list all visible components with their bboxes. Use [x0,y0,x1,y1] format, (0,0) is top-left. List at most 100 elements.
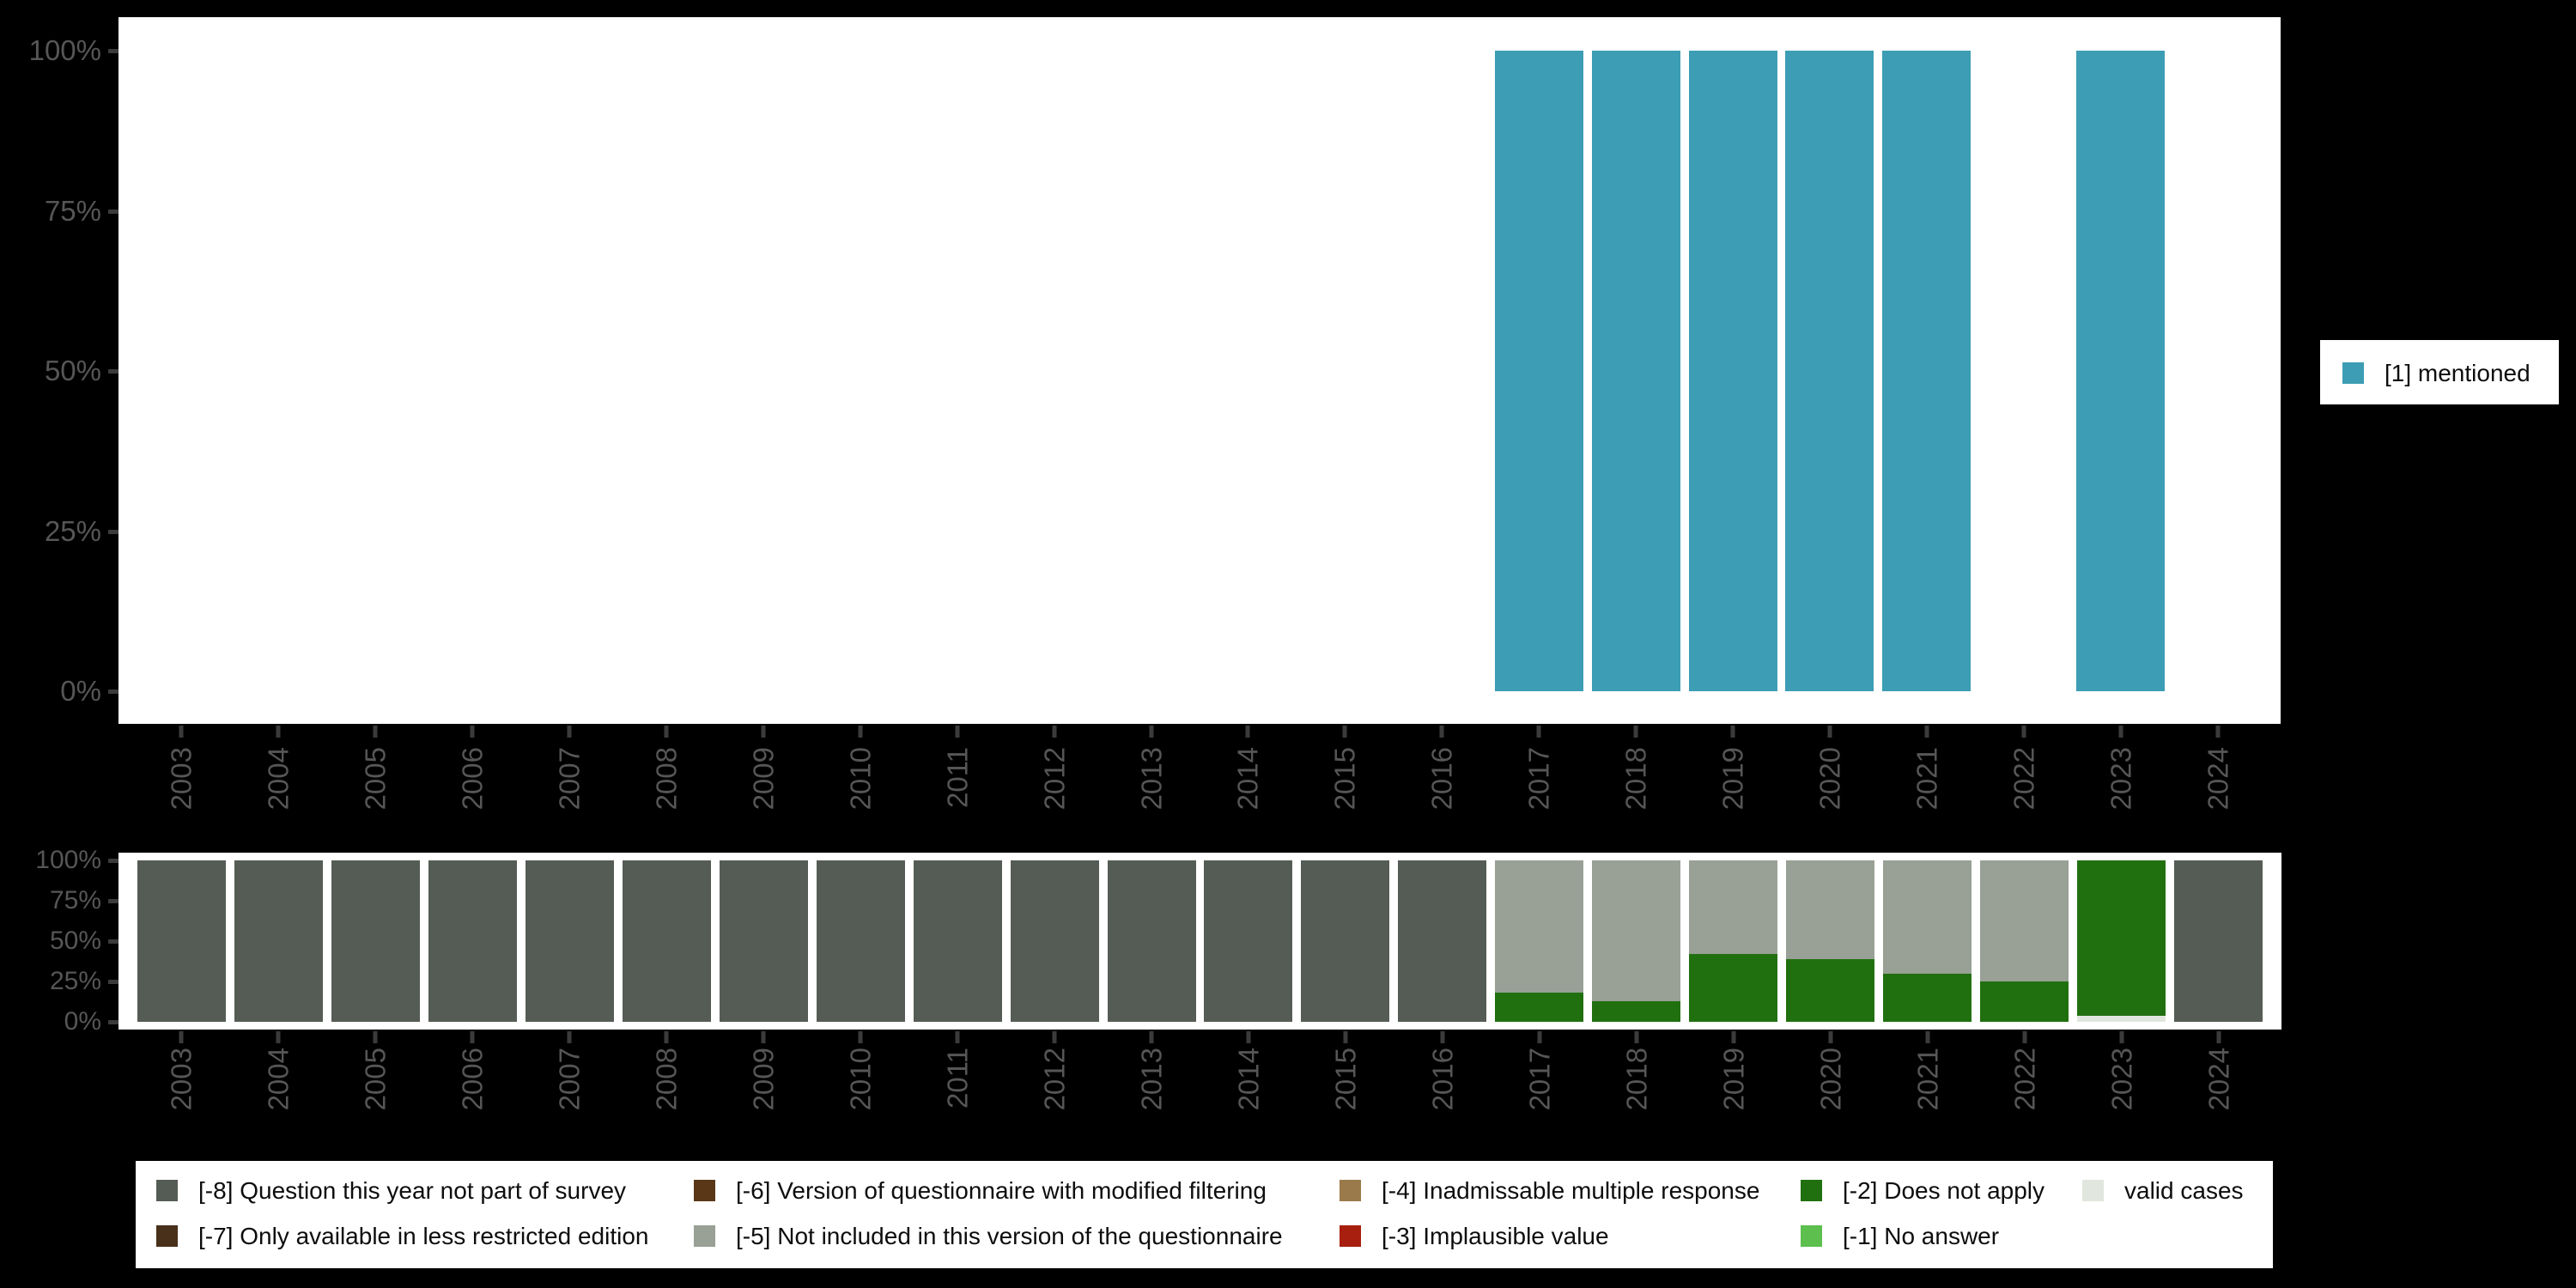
x-axis-tick [1149,726,1154,738]
legend-bottom: [-8] Question this year not part of surv… [136,1161,2273,1268]
legend-bottom-item: [-3] Implausible value [1340,1222,1609,1249]
bar-segment [1010,860,1099,1022]
bar-segment [331,860,420,1022]
x-tick-label: 2019 [1717,1048,1750,1111]
bar-segment [913,860,1002,1022]
x-axis-tick [470,1031,475,1043]
legend-swatch [2082,1180,2104,1201]
x-tick-label: 2018 [1619,747,1652,811]
x-tick-label: 2017 [1522,747,1555,811]
legend-swatch [156,1180,178,1201]
x-axis-tick [1536,726,1541,738]
x-axis-tick [1342,726,1347,738]
legend-swatch [2342,362,2364,384]
bar-segment [1592,1000,1681,1022]
x-tick-label: 2005 [359,1048,392,1111]
x-tick-label: 2008 [650,1048,683,1111]
x-tick-label: 2004 [262,747,295,811]
y-axis-tick [108,369,118,374]
x-tick-label: 2024 [2202,747,2234,811]
x-tick-label: 2009 [747,1048,780,1111]
bar-segment [719,860,808,1022]
x-tick-label: 2018 [1620,1048,1653,1111]
x-tick-label: 2012 [1038,747,1071,811]
y-tick-label: 75% [44,194,101,227]
x-axis-tick [1925,1031,1930,1043]
bar-segment [1592,860,1681,1001]
x-axis-tick [276,726,281,738]
x-tick-label: 2007 [553,1048,586,1111]
legend-label: [-7] Only available in less restricted e… [198,1222,649,1249]
x-axis-tick [2119,1031,2124,1043]
x-axis-tick [1440,1031,1445,1043]
y-tick-label: 100% [35,846,101,874]
x-tick-label: 2009 [747,747,780,811]
bar-segment [2076,51,2166,691]
x-tick-label: 2012 [1038,1048,1071,1111]
x-axis-tick [1343,1031,1348,1043]
bar-segment [1786,958,1875,1022]
bar-segment [1980,981,2069,1022]
bar-segment [1689,954,1778,1022]
y-axis-tick [108,49,118,53]
x-tick-label: 2011 [941,747,974,808]
x-axis-tick [2215,726,2221,738]
bar-segment [428,860,517,1022]
x-tick-label: 2014 [1232,1048,1265,1111]
bar-segment [1882,51,1971,691]
x-axis-tick [664,1031,669,1043]
bar-segment [1980,860,2069,981]
y-tick-label: 50% [49,927,101,955]
x-axis-tick [1246,1031,1251,1043]
bar-segment [622,860,711,1022]
y-axis-tick [108,980,118,984]
x-axis-tick [1731,1031,1736,1043]
y-axis-tick [108,939,118,944]
x-tick-label: 2003 [165,1048,197,1111]
x-tick-label: 2010 [844,747,877,811]
x-tick-label: 2008 [650,747,683,811]
legend-bottom-item: [-5] Not included in this version of the… [694,1224,1283,1248]
bar-segment [1494,51,1583,691]
x-axis-tick [2021,726,2026,738]
legend-swatch [1801,1225,1822,1247]
bar-segment [2077,860,2166,1017]
x-tick-label: 2007 [553,747,586,811]
legend-bottom-item: [-1] No answer [1801,1224,1999,1248]
legend-label: [-8] Question this year not part of surv… [198,1176,627,1204]
bar-segment [1883,860,1972,974]
legend-swatch [694,1225,715,1247]
legend-label: [-6] Version of questionnaire with modif… [736,1176,1267,1204]
legend-swatch [694,1180,715,1201]
y-tick-label: 25% [49,967,101,995]
bar-segment [525,860,614,1022]
x-axis-tick [1924,726,1929,738]
top-chart-panel [118,17,2281,724]
x-axis-tick [761,1031,766,1043]
x-tick-label: 2010 [844,1048,877,1111]
legend-label: [-3] Implausible value [1382,1222,1609,1249]
legend-bottom-item: [-7] Only available in less restricted e… [156,1222,649,1249]
bar-segment [1495,993,1584,1022]
y-axis-tick [108,1020,118,1024]
bottom-chart-panel [118,853,2281,1030]
x-axis-tick [1634,1031,1639,1043]
x-tick-label: 2023 [2105,1048,2138,1111]
x-axis-tick [1827,726,1832,738]
legend-swatch [156,1225,178,1247]
legend-swatch [1801,1180,1822,1201]
x-axis-tick [1245,726,1250,738]
x-tick-label: 2013 [1135,747,1168,811]
legend-bottom-item: [-4] Inadmissable multiple response [1340,1178,1759,1202]
x-axis-tick [179,1031,184,1043]
x-axis-tick [276,1031,281,1043]
legend-swatch [1340,1225,1361,1247]
bar-segment [1591,51,1680,691]
x-axis-tick [1052,1031,1057,1043]
bar-segment [2174,860,2263,1022]
x-axis-tick [858,1031,863,1043]
x-axis-tick [373,1031,378,1043]
x-axis-tick [2216,1031,2221,1043]
x-axis-tick [179,726,184,738]
x-tick-label: 2006 [456,1048,489,1111]
